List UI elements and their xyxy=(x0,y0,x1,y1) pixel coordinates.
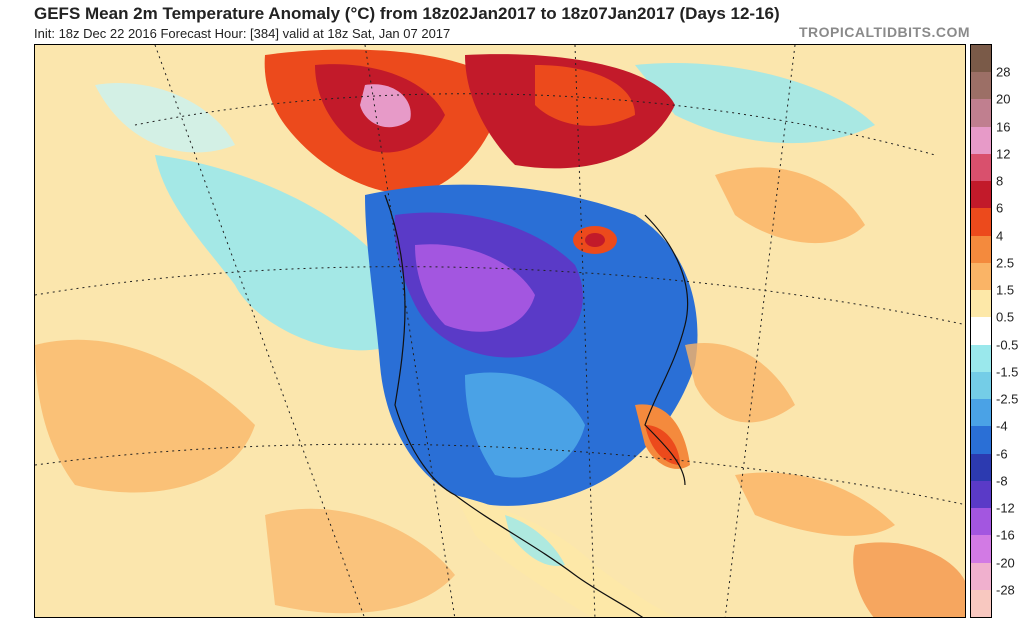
colorbar-label: -6 xyxy=(996,446,1008,462)
colorbar-label: -8 xyxy=(996,473,1008,489)
colorbar-segment xyxy=(971,480,991,509)
colorbar-label: -28 xyxy=(996,582,1015,598)
map-title: GEFS Mean 2m Temperature Anomaly (°C) fr… xyxy=(34,4,780,23)
colorbar-label: 4 xyxy=(996,228,1004,244)
greenland-sea-cool xyxy=(635,63,875,144)
colorbar-segment xyxy=(971,453,991,482)
colorbar-label: -0.5 xyxy=(996,337,1019,353)
colorbar-segment xyxy=(971,126,991,155)
colorbar-label: -2.5 xyxy=(996,391,1019,407)
colorbar-label: 0.5 xyxy=(996,309,1015,325)
graticule xyxy=(35,45,965,617)
colorbar-label: 8 xyxy=(996,173,1004,189)
colorbar-label: 1.5 xyxy=(996,282,1015,298)
colorbar-segment xyxy=(971,426,991,455)
colorbar-segment xyxy=(971,562,991,591)
colorbar-segment xyxy=(971,589,991,618)
colorbar-segment xyxy=(971,45,991,73)
colorbar-label: -1.5 xyxy=(996,364,1019,380)
colorbar-segment xyxy=(971,153,991,182)
colorbar-label: -16 xyxy=(996,527,1015,543)
colorbar-label: 6 xyxy=(996,200,1004,216)
colorbar-label: -20 xyxy=(996,555,1015,571)
colorbar-segment xyxy=(971,208,991,237)
pacific-cool-zone xyxy=(155,155,395,351)
colorbar-segment xyxy=(971,99,991,128)
colorbar-label: 20 xyxy=(996,91,1011,107)
colorbar-segment xyxy=(971,317,991,346)
colorbar-segment xyxy=(971,235,991,264)
colorbar-label: 2.5 xyxy=(996,255,1015,271)
west-coastline xyxy=(384,194,644,617)
init-info: Init: 18z Dec 22 2016 Forecast Hour: [38… xyxy=(34,26,451,41)
colorbar-segment xyxy=(971,181,991,209)
colorbar-label: 16 xyxy=(996,119,1011,135)
colorbar-label: 28 xyxy=(996,64,1011,80)
colorbar xyxy=(970,44,992,618)
colorbar-segment xyxy=(971,399,991,427)
colorbar-label: -12 xyxy=(996,500,1015,516)
anomaly-map xyxy=(34,44,966,618)
colorbar-segment xyxy=(971,72,991,100)
colorbar-segment xyxy=(971,535,991,564)
colorbar-segment xyxy=(971,344,991,373)
colorbar-segment xyxy=(971,371,991,400)
colorbar-segment xyxy=(971,290,991,318)
colorbar-segment xyxy=(971,508,991,536)
colorbar-label: 12 xyxy=(996,146,1011,162)
colorbar-label: -4 xyxy=(996,418,1008,434)
east-coastline xyxy=(644,214,689,486)
site-credit: TROPICALTIDBITS.COM xyxy=(798,24,970,40)
colorbar-segment xyxy=(971,262,991,291)
